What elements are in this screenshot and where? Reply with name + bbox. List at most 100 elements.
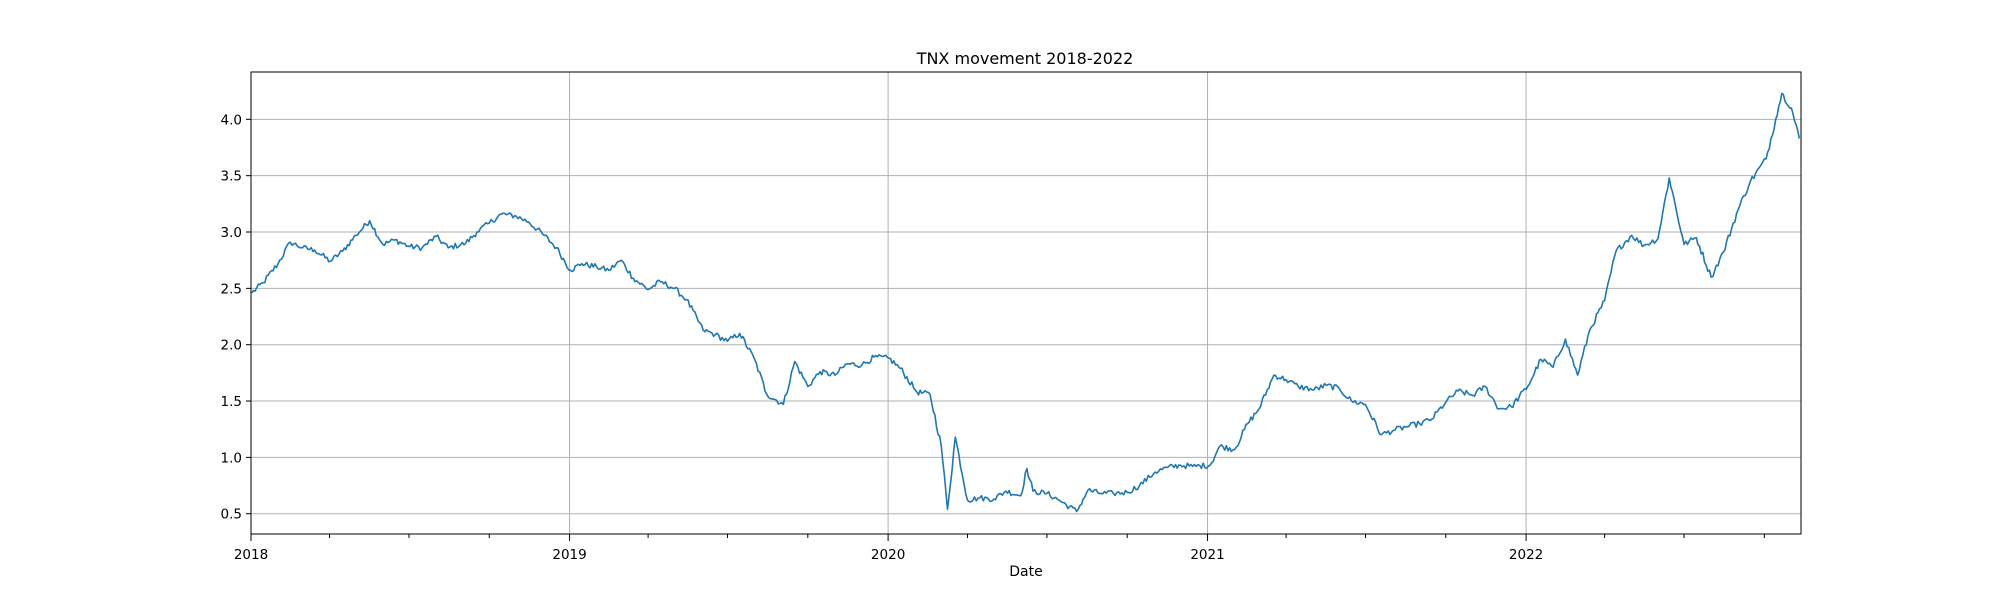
data-point <box>1233 448 1235 450</box>
data-point <box>1722 251 1724 253</box>
data-point <box>673 287 675 289</box>
data-point <box>1112 492 1114 494</box>
data-point <box>421 247 423 249</box>
data-point <box>1020 495 1022 497</box>
data-point <box>1603 300 1605 302</box>
data-point <box>1695 236 1697 238</box>
data-point <box>329 260 331 262</box>
x-axis-label: Date <box>1009 564 1042 580</box>
data-point <box>861 364 863 366</box>
data-point <box>1364 403 1366 405</box>
data-point <box>527 221 529 223</box>
data-point <box>1668 177 1670 179</box>
x-tick-label: 2021 <box>1190 547 1224 563</box>
data-point <box>569 269 571 271</box>
data-point <box>1615 250 1617 252</box>
x-tick-label: 2019 <box>552 547 586 563</box>
data-point <box>1087 489 1089 491</box>
data-point <box>739 332 741 334</box>
x-tick-label: 2020 <box>871 547 905 563</box>
data-point <box>940 445 942 447</box>
data-point <box>1154 471 1156 473</box>
data-point <box>1431 418 1433 420</box>
data-point <box>1192 465 1194 467</box>
y-tick-label: 2.5 <box>221 281 242 297</box>
data-point <box>289 241 291 243</box>
data-point <box>659 280 661 282</box>
data-point <box>476 231 478 233</box>
data-point <box>465 242 467 244</box>
data-point <box>1404 426 1406 428</box>
grid-lines <box>251 72 1801 534</box>
data-point <box>1589 329 1591 331</box>
data-point <box>1297 385 1299 387</box>
data-point <box>262 282 264 284</box>
data-point <box>543 234 545 236</box>
data-point <box>1457 390 1459 392</box>
data-point <box>1219 445 1221 447</box>
data-point <box>1510 406 1512 408</box>
data-point <box>1472 394 1474 396</box>
data-point <box>1338 387 1340 389</box>
axis-ticks: 0.5 1.0 1.5 2.0 2.5 3.0 3.5 4.0 2018 2019 2020 2021… <box>221 112 1765 563</box>
data-point <box>1138 484 1140 486</box>
data-point <box>409 246 411 248</box>
data-point <box>608 269 610 271</box>
data-point <box>1325 384 1327 386</box>
data-point <box>620 259 622 261</box>
data-point <box>1058 499 1060 501</box>
data-point <box>819 371 821 373</box>
data-point <box>702 329 704 331</box>
data-point <box>500 213 502 215</box>
data-point <box>1209 464 1211 466</box>
data-point <box>1683 243 1685 245</box>
data-point <box>807 385 809 387</box>
data-point <box>1657 238 1659 240</box>
data-point <box>1498 408 1500 410</box>
data-point <box>447 247 449 249</box>
y-tick-label: 1.5 <box>221 394 242 410</box>
data-point <box>1285 378 1287 380</box>
data-point <box>1005 490 1007 492</box>
data-point <box>301 247 303 249</box>
chart-title: TNX movement 2018-2022 <box>916 49 1134 68</box>
data-point <box>1026 467 1028 469</box>
data-point <box>1350 400 1352 402</box>
data-point <box>341 250 343 252</box>
plot-frame <box>250 71 1802 535</box>
y-tick-label: 0.5 <box>221 507 242 523</box>
data-point <box>555 247 557 249</box>
data-point <box>1380 434 1382 436</box>
data-point <box>888 357 890 359</box>
data-point <box>1126 491 1128 493</box>
data-point <box>782 403 784 405</box>
data-point <box>726 340 728 342</box>
data-point <box>766 393 768 395</box>
data-point <box>369 220 371 222</box>
data-point <box>314 249 316 251</box>
data-point <box>916 391 918 393</box>
data-point <box>1631 234 1633 236</box>
data-point <box>277 262 279 264</box>
data-point <box>794 360 796 362</box>
data-point <box>1179 464 1181 466</box>
data-point <box>846 363 848 365</box>
data-point <box>1484 385 1486 387</box>
data-point <box>966 499 968 501</box>
data-point <box>595 266 597 268</box>
data-point <box>834 374 836 376</box>
data-point <box>1775 118 1777 120</box>
data-point <box>1075 510 1077 512</box>
data-point <box>929 393 931 395</box>
data-point <box>954 436 956 438</box>
data-point <box>1643 244 1645 246</box>
data-point <box>979 497 981 499</box>
data-point <box>1273 374 1275 376</box>
data-point <box>1749 180 1751 182</box>
series-line <box>251 92 1801 513</box>
data-point <box>1576 374 1578 376</box>
data-point <box>1445 401 1447 403</box>
data-point <box>1258 408 1260 410</box>
data-point <box>1527 385 1529 387</box>
